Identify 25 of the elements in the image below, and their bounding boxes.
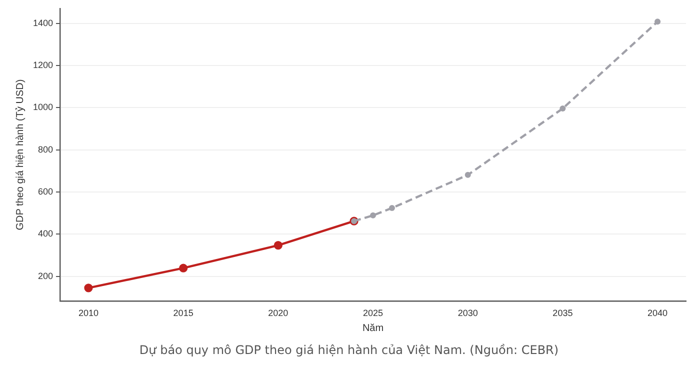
x-tick-label: 2035 [552, 308, 573, 318]
x-tick-label: 2015 [173, 308, 194, 318]
text: Dự báo quy mô GDP theo giá hiện hành của Việt Nam. (Nguồn: CEBR) [138, 343, 560, 357]
x-tick-label: 2010 [78, 308, 98, 318]
x-axis-title: Năm [362, 322, 384, 334]
point [388, 205, 395, 212]
y-tick-label: 600 [38, 186, 54, 196]
x-tick-label: 2025 [362, 308, 384, 318]
point [179, 264, 188, 272]
point [274, 241, 282, 250]
y-tick-label: 400 [38, 228, 54, 239]
point [560, 106, 566, 112]
point [84, 284, 93, 292]
x-tick-label: 2030 [458, 308, 478, 318]
y-tick-label: 1200 [32, 60, 54, 70]
x-tick-label: 2020 [268, 308, 288, 318]
x-tick-label: 2040 [648, 308, 668, 318]
y-tick-label: 800 [38, 144, 54, 154]
y-axis-title: GDP theo giá hiện hành (Tỷ USD) [14, 79, 26, 230]
point [370, 212, 376, 218]
point [654, 18, 661, 25]
y-tick-label: 1000 [32, 102, 54, 112]
y-tick-label: 1400 [32, 18, 54, 28]
y-tick-label: 200 [38, 270, 54, 281]
point [464, 172, 471, 178]
